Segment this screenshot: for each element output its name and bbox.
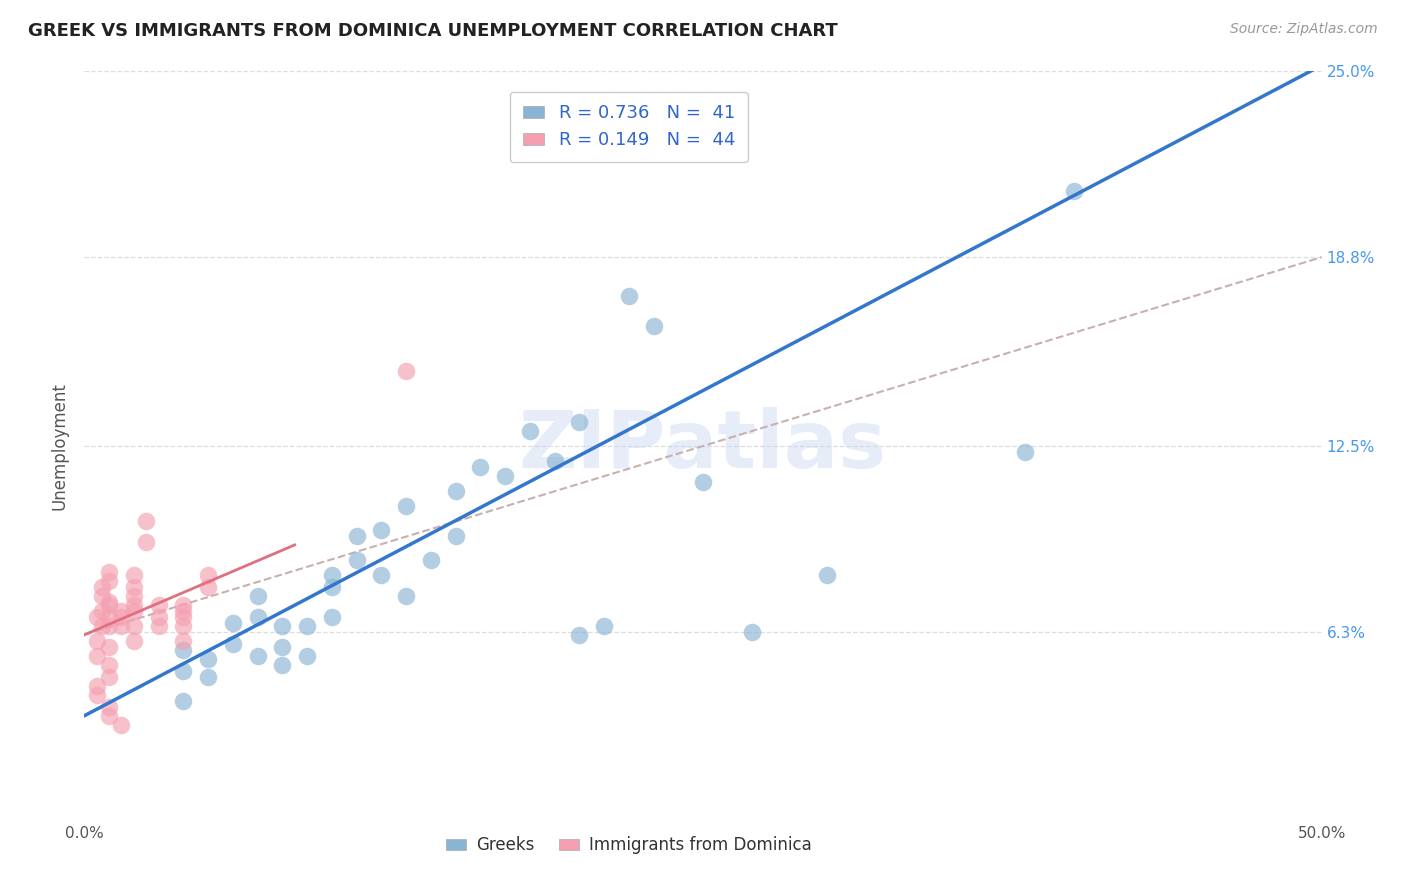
Point bbox=[148, 598, 170, 612]
Point bbox=[172, 598, 194, 612]
Point bbox=[98, 657, 121, 672]
Point bbox=[246, 648, 269, 663]
Point bbox=[86, 679, 108, 693]
Point bbox=[246, 589, 269, 603]
Point bbox=[246, 610, 269, 624]
Point bbox=[172, 694, 194, 708]
Point bbox=[1014, 445, 1036, 459]
Point bbox=[110, 604, 132, 618]
Point bbox=[419, 553, 441, 567]
Point bbox=[197, 580, 219, 594]
Point bbox=[395, 364, 418, 378]
Point bbox=[98, 699, 121, 714]
Point bbox=[90, 604, 112, 618]
Point bbox=[86, 633, 108, 648]
Point bbox=[815, 567, 838, 582]
Point bbox=[86, 648, 108, 663]
Point bbox=[135, 535, 157, 549]
Point bbox=[395, 589, 418, 603]
Point bbox=[568, 415, 591, 429]
Point bbox=[98, 708, 121, 723]
Point bbox=[295, 648, 318, 663]
Point bbox=[90, 589, 112, 603]
Point bbox=[494, 469, 516, 483]
Point bbox=[643, 319, 665, 334]
Point bbox=[197, 567, 219, 582]
Point bbox=[692, 475, 714, 489]
Point bbox=[295, 619, 318, 633]
Point bbox=[122, 604, 145, 618]
Point bbox=[172, 604, 194, 618]
Point bbox=[98, 610, 121, 624]
Point bbox=[148, 610, 170, 624]
Point bbox=[444, 483, 467, 498]
Point bbox=[741, 624, 763, 639]
Point bbox=[370, 567, 392, 582]
Point bbox=[617, 289, 640, 303]
Point bbox=[172, 642, 194, 657]
Point bbox=[370, 523, 392, 537]
Point bbox=[122, 619, 145, 633]
Point bbox=[98, 640, 121, 654]
Point bbox=[98, 598, 121, 612]
Point bbox=[321, 580, 343, 594]
Point bbox=[321, 567, 343, 582]
Point bbox=[197, 670, 219, 684]
Point bbox=[271, 657, 294, 672]
Point bbox=[172, 633, 194, 648]
Point bbox=[90, 580, 112, 594]
Text: Source: ZipAtlas.com: Source: ZipAtlas.com bbox=[1230, 22, 1378, 37]
Point bbox=[222, 615, 245, 630]
Point bbox=[519, 424, 541, 438]
Point bbox=[98, 670, 121, 684]
Point bbox=[222, 637, 245, 651]
Point bbox=[122, 598, 145, 612]
Point bbox=[122, 567, 145, 582]
Point bbox=[110, 619, 132, 633]
Point bbox=[110, 610, 132, 624]
Text: GREEK VS IMMIGRANTS FROM DOMINICA UNEMPLOYMENT CORRELATION CHART: GREEK VS IMMIGRANTS FROM DOMINICA UNEMPL… bbox=[28, 22, 838, 40]
Point bbox=[98, 574, 121, 588]
Point bbox=[90, 619, 112, 633]
Point bbox=[346, 553, 368, 567]
Point bbox=[98, 595, 121, 609]
Point bbox=[122, 589, 145, 603]
Point bbox=[271, 619, 294, 633]
Point bbox=[86, 688, 108, 702]
Point bbox=[321, 610, 343, 624]
Point bbox=[543, 454, 565, 468]
Point bbox=[122, 633, 145, 648]
Y-axis label: Unemployment: Unemployment bbox=[51, 382, 69, 510]
Point bbox=[135, 514, 157, 528]
Point bbox=[172, 664, 194, 678]
Point bbox=[470, 460, 492, 475]
Point bbox=[346, 529, 368, 543]
Legend: Greeks, Immigrants from Dominica: Greeks, Immigrants from Dominica bbox=[439, 830, 818, 861]
Point bbox=[110, 717, 132, 731]
Point bbox=[98, 565, 121, 579]
Point bbox=[197, 652, 219, 666]
Point bbox=[172, 619, 194, 633]
Point bbox=[271, 640, 294, 654]
Point bbox=[98, 619, 121, 633]
Point bbox=[122, 580, 145, 594]
Point bbox=[593, 619, 616, 633]
Point bbox=[444, 529, 467, 543]
Point bbox=[148, 619, 170, 633]
Point bbox=[86, 610, 108, 624]
Point bbox=[1063, 184, 1085, 198]
Point bbox=[568, 628, 591, 642]
Point bbox=[395, 499, 418, 513]
Text: ZIPatlas: ZIPatlas bbox=[519, 407, 887, 485]
Point bbox=[172, 610, 194, 624]
